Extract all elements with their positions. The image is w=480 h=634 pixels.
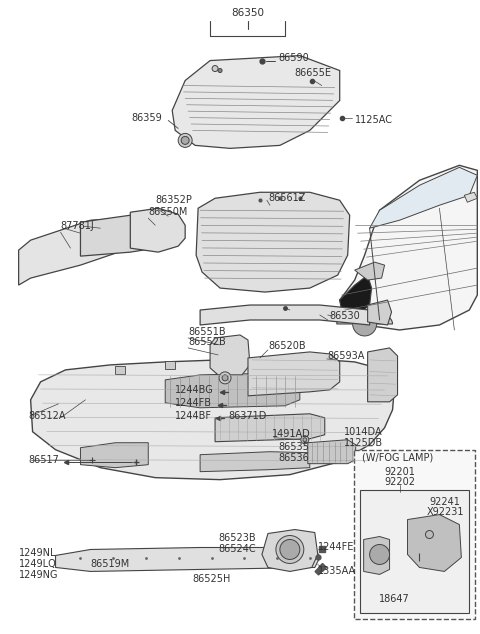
Polygon shape xyxy=(81,215,165,256)
Text: 1125AC: 1125AC xyxy=(355,115,393,126)
Text: 86512A: 86512A xyxy=(29,411,66,421)
Polygon shape xyxy=(19,218,140,285)
Text: 86561Z: 86561Z xyxy=(268,193,305,204)
Text: 86524C: 86524C xyxy=(218,545,256,555)
Text: 1244FB: 1244FB xyxy=(175,398,212,408)
Bar xyxy=(354,450,475,619)
Bar xyxy=(305,356,315,364)
Text: 1491AD: 1491AD xyxy=(272,429,311,439)
Polygon shape xyxy=(340,275,372,315)
Polygon shape xyxy=(364,536,390,574)
Text: 87781J: 87781J xyxy=(60,221,94,231)
Text: 1249NL: 1249NL xyxy=(19,548,56,559)
Circle shape xyxy=(276,536,304,564)
Text: 1125DB: 1125DB xyxy=(344,437,383,448)
Text: (W/FOG LAMP): (W/FOG LAMP) xyxy=(361,453,433,463)
Polygon shape xyxy=(370,167,477,228)
Circle shape xyxy=(218,68,222,72)
Circle shape xyxy=(370,545,390,564)
Text: X92231: X92231 xyxy=(426,507,464,517)
Polygon shape xyxy=(308,440,356,463)
Text: 1249NG: 1249NG xyxy=(19,571,58,581)
Text: 1244FE: 1244FE xyxy=(318,543,354,552)
Text: 86593A: 86593A xyxy=(328,351,365,361)
Text: 86371D: 86371D xyxy=(228,411,266,421)
Polygon shape xyxy=(200,305,370,325)
Text: 86523B: 86523B xyxy=(218,533,256,543)
Polygon shape xyxy=(368,300,392,325)
Bar xyxy=(360,489,469,613)
Circle shape xyxy=(425,531,433,538)
Polygon shape xyxy=(56,548,320,571)
Text: 86525H: 86525H xyxy=(192,574,230,585)
Polygon shape xyxy=(165,373,300,408)
Text: 86552B: 86552B xyxy=(188,337,226,347)
Polygon shape xyxy=(262,529,318,571)
Polygon shape xyxy=(464,192,477,202)
Text: 86536: 86536 xyxy=(278,453,309,463)
Circle shape xyxy=(219,372,231,384)
Polygon shape xyxy=(31,358,395,480)
Polygon shape xyxy=(210,335,250,375)
Circle shape xyxy=(303,437,307,442)
Polygon shape xyxy=(81,443,148,468)
Circle shape xyxy=(280,540,300,559)
Circle shape xyxy=(181,136,189,145)
Text: 86551B: 86551B xyxy=(188,327,226,337)
Circle shape xyxy=(222,375,228,381)
Polygon shape xyxy=(196,192,350,292)
Text: 92202: 92202 xyxy=(384,477,415,487)
Bar xyxy=(235,356,245,364)
Polygon shape xyxy=(340,165,477,330)
Circle shape xyxy=(178,133,192,147)
Circle shape xyxy=(212,65,218,72)
Polygon shape xyxy=(248,352,340,396)
Text: 86519M: 86519M xyxy=(90,559,130,569)
Polygon shape xyxy=(368,348,397,402)
Circle shape xyxy=(301,436,309,444)
Text: 86550M: 86550M xyxy=(148,207,188,217)
Polygon shape xyxy=(215,414,325,442)
Bar xyxy=(115,366,125,374)
Polygon shape xyxy=(336,310,393,324)
Polygon shape xyxy=(355,262,384,280)
Text: 1244BF: 1244BF xyxy=(175,411,212,421)
Text: 1249LQ: 1249LQ xyxy=(19,559,56,569)
Text: 86655E: 86655E xyxy=(295,68,332,77)
Bar xyxy=(165,361,175,369)
Text: 86530: 86530 xyxy=(330,311,360,321)
Text: 92201: 92201 xyxy=(384,467,415,477)
Text: 1335AA: 1335AA xyxy=(318,566,356,576)
Text: 1014DA: 1014DA xyxy=(344,427,383,437)
Text: 86590: 86590 xyxy=(278,53,309,63)
Circle shape xyxy=(353,312,377,336)
Text: 86517: 86517 xyxy=(29,455,60,465)
Polygon shape xyxy=(130,208,185,252)
Polygon shape xyxy=(172,56,340,148)
Text: 92241: 92241 xyxy=(430,496,460,507)
Text: 18647: 18647 xyxy=(379,595,410,604)
Text: 86535: 86535 xyxy=(278,442,309,451)
Text: 86359: 86359 xyxy=(132,113,162,124)
Polygon shape xyxy=(200,451,310,472)
Text: 1244BG: 1244BG xyxy=(175,385,214,395)
Text: 86352P: 86352P xyxy=(155,195,192,205)
Polygon shape xyxy=(408,515,461,571)
Text: 86520B: 86520B xyxy=(268,341,306,351)
Text: 86350: 86350 xyxy=(231,8,264,18)
